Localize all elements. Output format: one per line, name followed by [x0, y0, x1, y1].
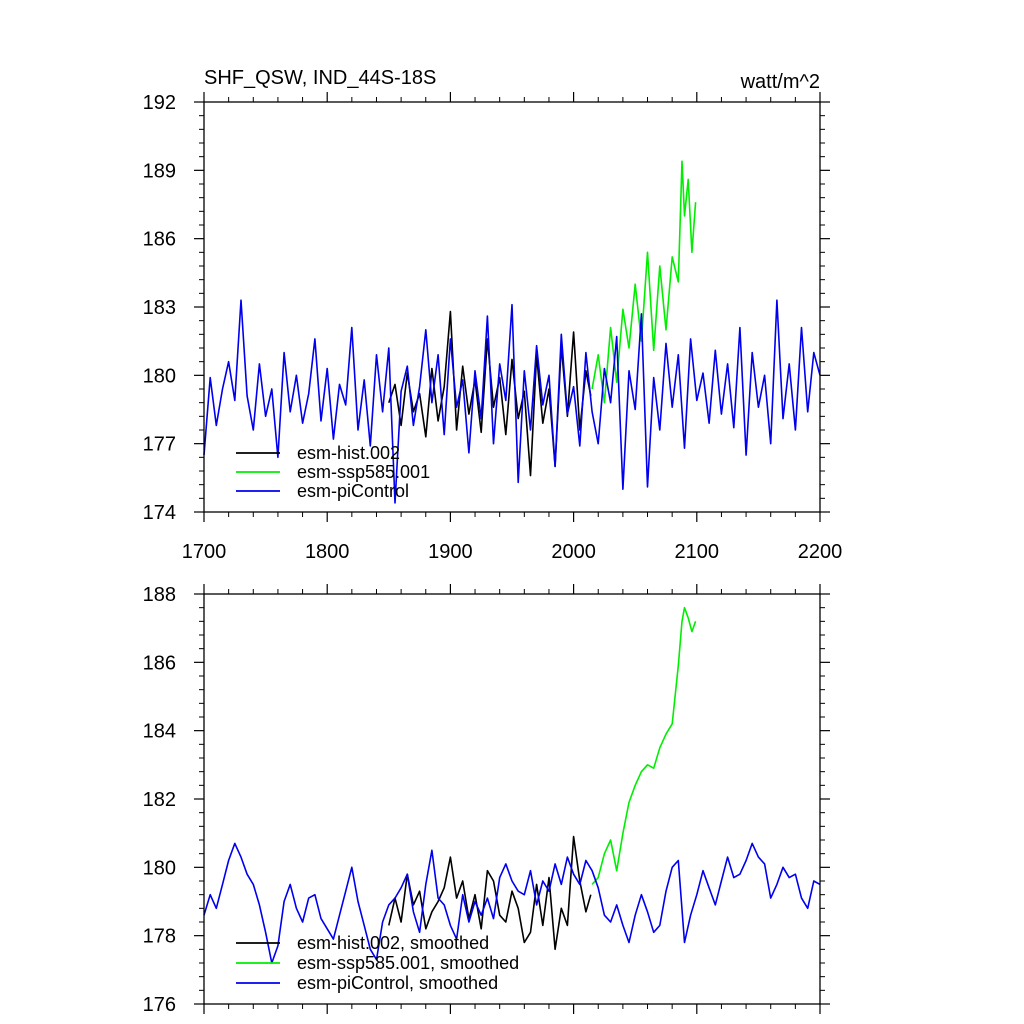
x-tick-label: 1900 — [428, 541, 473, 563]
legend-label: esm-hist.002, smoothed — [297, 933, 489, 953]
chart-title: SHF_QSW, IND_44S-18S — [204, 67, 436, 89]
bottom-panel: 176 178 180 182 184 186 188 esm-hist.002, smoot… — [143, 584, 830, 1016]
legend-label: esm-piControl — [297, 481, 409, 501]
y-tick-label: 188 — [143, 584, 176, 606]
y-tick-label: 192 — [143, 92, 176, 114]
series-line-esm-picontrol — [203, 299, 821, 504]
y-tick-label: 189 — [143, 160, 176, 182]
y-tick-label: 180 — [143, 365, 176, 387]
series-line-esm-picontrol-smoothed — [203, 842, 821, 964]
top-panel: SHF_QSW, IND_44S-18S watt/m^2 174 177 180 1… — [143, 67, 843, 563]
y-tick-label: 177 — [143, 434, 176, 456]
y-tick-label: 178 — [143, 926, 176, 948]
legend-label: esm-ssp585.001 — [297, 462, 430, 482]
units-label: watt/m^2 — [740, 71, 820, 93]
y-tick-label: 186 — [143, 652, 176, 674]
y-tick-label: 182 — [143, 789, 176, 811]
y-tick-label: 174 — [143, 502, 176, 524]
x-tick-label: 2100 — [675, 541, 720, 563]
y-tick-label: 183 — [143, 297, 176, 319]
y-tick-label: 184 — [143, 721, 176, 743]
legend-label: esm-ssp585.001, smoothed — [297, 953, 519, 973]
x-tick-label: 2000 — [551, 541, 596, 563]
series-line-esm-ssp585-001-smoothed — [591, 606, 697, 885]
legend-label: esm-hist.002 — [297, 443, 400, 463]
x-tick-label: 2200 — [798, 541, 843, 563]
x-tick-label: 1700 — [182, 541, 227, 563]
y-tick-label: 186 — [143, 229, 176, 251]
series-line-esm-ssp585-001 — [591, 160, 697, 404]
y-tick-label: 180 — [143, 857, 176, 879]
y-tick-label: 176 — [143, 994, 176, 1016]
x-tick-label: 1800 — [305, 541, 350, 563]
legend-label: esm-piControl, smoothed — [297, 973, 498, 993]
